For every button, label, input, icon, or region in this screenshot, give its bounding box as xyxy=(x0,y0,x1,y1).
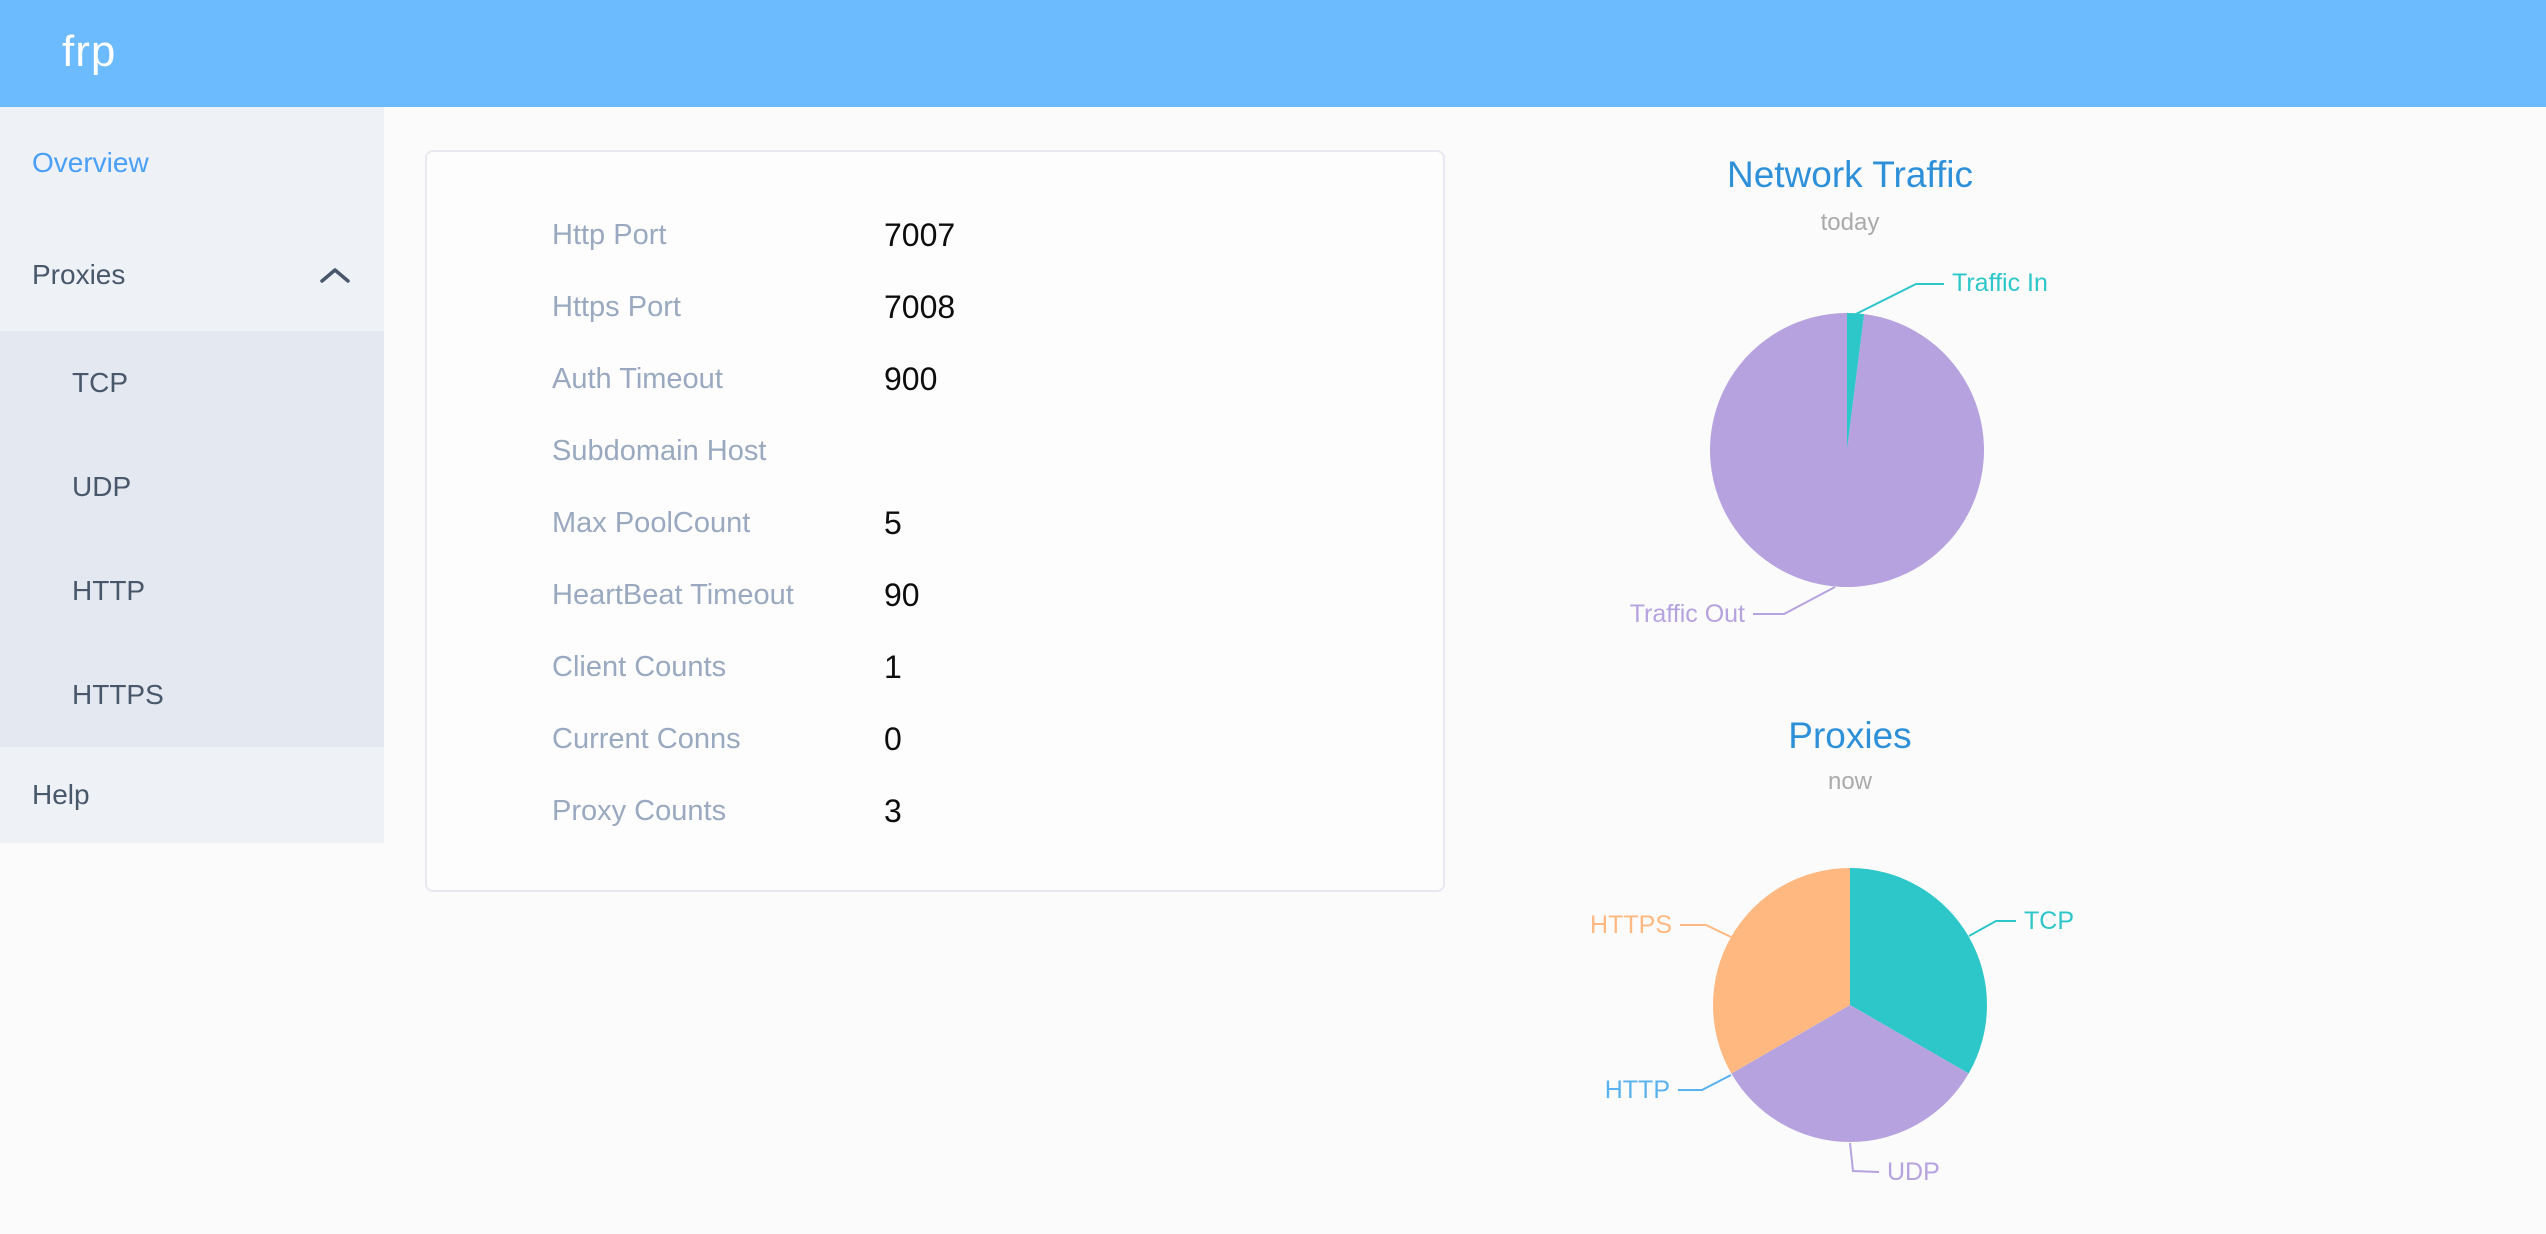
config-label: Subdomain Host xyxy=(552,434,767,467)
sidebar-item-udp-label: UDP xyxy=(72,471,132,502)
chevron-up-icon xyxy=(320,267,350,284)
app-logo: frp xyxy=(62,26,117,76)
sidebar-item-help-label: Help xyxy=(32,779,90,810)
config-label: Http Port xyxy=(552,218,667,251)
config-label: HeartBeat Timeout xyxy=(552,578,794,611)
network-traffic-subtitle: today xyxy=(1820,209,1880,236)
config-value: 900 xyxy=(884,360,938,397)
config-label: Proxy Counts xyxy=(552,794,727,827)
config-label: Max PoolCount xyxy=(552,506,751,539)
config-row: Client Counts 1 xyxy=(427,631,1443,703)
sidebar-item-overview[interactable]: Overview xyxy=(0,107,384,219)
proxies-chart-subtitle: now xyxy=(1827,768,1873,795)
config-value: 7007 xyxy=(884,216,956,253)
config-row: Max PoolCount 5 xyxy=(427,487,1443,559)
config-value: 1 xyxy=(884,648,902,685)
config-label: Client Counts xyxy=(552,650,727,683)
sidebar-item-proxies[interactable]: Proxies xyxy=(0,219,384,331)
sidebar-item-http[interactable]: HTTP xyxy=(0,539,384,643)
config-label: Https Port xyxy=(552,290,681,323)
config-row: Https Port 7008 xyxy=(427,271,1443,343)
svg-text:HTTP: HTTP xyxy=(1605,1076,1670,1104)
svg-text:Traffic In: Traffic In xyxy=(1952,269,2048,297)
svg-text:Traffic Out: Traffic Out xyxy=(1630,600,1745,628)
sidebar-item-tcp-label: TCP xyxy=(72,367,128,398)
server-config-card: Http Port 7007 Https Port 7008 Auth Time… xyxy=(425,150,1445,892)
config-value: 90 xyxy=(884,576,920,613)
config-label: Current Conns xyxy=(552,722,741,755)
sidebar-item-https[interactable]: HTTPS xyxy=(0,643,384,747)
sidebar-item-https-label: HTTPS xyxy=(72,679,164,710)
config-row: Proxy Counts 3 xyxy=(427,775,1443,847)
header-bar: frp xyxy=(0,0,2546,107)
config-row: Current Conns 0 xyxy=(427,703,1443,775)
config-row: Auth Timeout 900 xyxy=(427,343,1443,415)
proxies-submenu: TCP UDP HTTP HTTPS xyxy=(0,331,384,747)
proxies-chart-title: Proxies xyxy=(1788,715,1912,756)
sidebar-item-overview-label: Overview xyxy=(32,147,149,178)
sidebar-item-help[interactable]: Help xyxy=(0,747,384,843)
sidebar-item-http-label: HTTP xyxy=(72,575,146,606)
svg-text:UDP: UDP xyxy=(1887,1158,1940,1186)
svg-text:HTTPS: HTTPS xyxy=(1590,911,1672,939)
config-value: 3 xyxy=(884,792,902,829)
sidebar-item-udp[interactable]: UDP xyxy=(0,435,384,539)
config-label: Auth Timeout xyxy=(552,362,723,395)
config-value: 7008 xyxy=(884,288,956,325)
config-value: 0 xyxy=(884,720,902,757)
network-traffic-title: Network Traffic xyxy=(1726,154,1974,195)
config-row: Http Port 7007 xyxy=(427,199,1443,271)
sidebar-item-proxies-label: Proxies xyxy=(32,259,126,290)
sidebar: Overview Proxies TCP UDP HTTP HTTPS xyxy=(0,107,384,843)
svg-text:TCP: TCP xyxy=(2024,907,2074,935)
sidebar-item-tcp[interactable]: TCP xyxy=(0,331,384,435)
config-value: 5 xyxy=(884,504,902,541)
config-row: HeartBeat Timeout 90 xyxy=(427,559,1443,631)
config-row: Subdomain Host xyxy=(427,415,1443,487)
